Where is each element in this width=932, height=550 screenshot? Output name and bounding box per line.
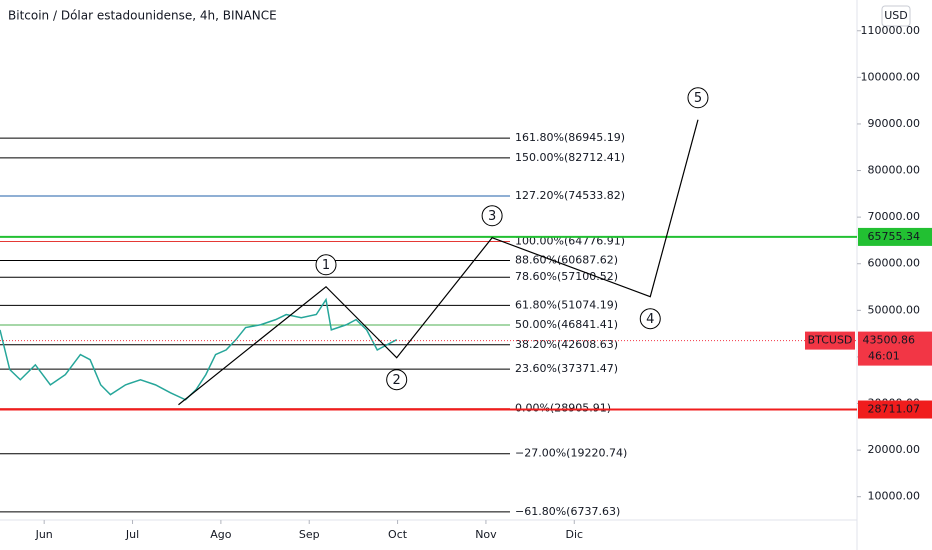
y-tick-label: 90000.00 — [868, 117, 921, 130]
price-tag-label: 65755.34 — [868, 230, 921, 243]
price-tag — [858, 400, 932, 419]
chart-title: Bitcoin / Dólar estadounidense, 4h, BINA… — [8, 9, 277, 23]
x-tick-label: Sep — [299, 528, 320, 541]
y-tick-label: 20000.00 — [868, 443, 921, 456]
price-line-series — [0, 297, 398, 401]
wave-label-circle — [687, 87, 709, 109]
y-tick-label: 10000.00 — [868, 490, 921, 503]
fib-label: 150.00%(82712.41) — [515, 151, 625, 164]
fib-label: −61.80%(6737.63) — [515, 505, 620, 518]
x-tick-label: Nov — [475, 528, 497, 541]
fib-label: 127.20%(74533.82) — [515, 189, 625, 202]
y-tick-label: 80000.00 — [868, 164, 921, 177]
fib-label: 78.60%(57100.52) — [515, 270, 618, 283]
fib-label: 38.20%(42608.63) — [515, 338, 618, 351]
symbol-label: BTCUSD — [808, 334, 853, 347]
y-tick-label: 100000.00 — [861, 70, 921, 83]
wave-label-circle — [639, 308, 661, 330]
x-tick-label: Jun — [35, 528, 53, 541]
wave-label-circle — [481, 205, 503, 227]
wave-label-circle — [315, 254, 337, 276]
fib-label: 161.80%(86945.19) — [515, 131, 625, 144]
y-tick-label: 60000.00 — [868, 257, 921, 270]
currency-label[interactable]: USD — [884, 9, 908, 22]
currency-button[interactable] — [881, 5, 911, 27]
fib-label: −27.00%(19220.74) — [515, 447, 627, 460]
wave-line — [178, 119, 699, 406]
symbol-tag — [805, 331, 855, 350]
fib-label: 61.80%(51074.19) — [515, 298, 618, 311]
wave-label: 4 — [646, 312, 654, 327]
current-price-label: 43500.86 — [863, 334, 916, 347]
current-price-tag — [858, 331, 932, 366]
x-tick-label: Oct — [388, 528, 408, 541]
countdown: 46:01 — [868, 350, 900, 363]
wave-label-circle — [386, 369, 408, 391]
wave-label: 3 — [488, 209, 496, 224]
price-tag — [858, 227, 932, 246]
wave-label: 5 — [694, 91, 702, 106]
y-tick-label: 70000.00 — [868, 210, 921, 223]
x-tick-label: Jul — [125, 528, 139, 541]
fib-label: 88.60%(60687.62) — [515, 254, 618, 267]
wave-label: 1 — [322, 258, 330, 273]
x-tick-label: Dic — [565, 528, 583, 541]
fib-label: 50.00%(46841.41) — [515, 318, 618, 331]
y-tick-label: 50000.00 — [868, 303, 921, 316]
y-tick-label: 110000.00 — [861, 24, 921, 37]
fib-label: 23.60%(37371.47) — [515, 362, 618, 375]
x-tick-label: Ago — [210, 528, 232, 541]
price-tag-label: 28711.07 — [868, 403, 921, 416]
wave-label: 2 — [393, 373, 401, 388]
fib-label: 0.00%(28905.91) — [515, 402, 611, 415]
